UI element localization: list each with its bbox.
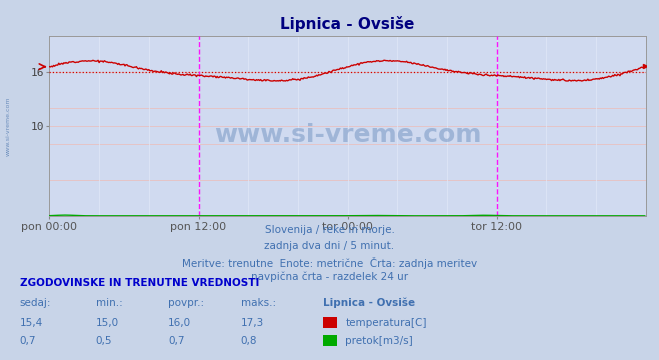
Text: 0,8: 0,8 xyxy=(241,336,257,346)
Text: 0,7: 0,7 xyxy=(168,336,185,346)
Text: 17,3: 17,3 xyxy=(241,318,264,328)
Title: Lipnica - Ovsiše: Lipnica - Ovsiše xyxy=(281,16,415,32)
Text: 15,0: 15,0 xyxy=(96,318,119,328)
Text: maks.:: maks.: xyxy=(241,298,275,308)
Text: navpična črta - razdelek 24 ur: navpična črta - razdelek 24 ur xyxy=(251,272,408,282)
Text: sedaj:: sedaj: xyxy=(20,298,51,308)
Text: Slovenija / reke in morje.: Slovenija / reke in morje. xyxy=(264,225,395,235)
Text: Lipnica - Ovsiše: Lipnica - Ovsiše xyxy=(323,297,415,308)
Text: www.si-vreme.com: www.si-vreme.com xyxy=(214,123,481,147)
Text: 0,5: 0,5 xyxy=(96,336,112,346)
Text: ZGODOVINSKE IN TRENUTNE VREDNOSTI: ZGODOVINSKE IN TRENUTNE VREDNOSTI xyxy=(20,278,259,288)
Text: pretok[m3/s]: pretok[m3/s] xyxy=(345,336,413,346)
Text: 0,7: 0,7 xyxy=(20,336,36,346)
Text: temperatura[C]: temperatura[C] xyxy=(345,318,427,328)
Text: 16,0: 16,0 xyxy=(168,318,191,328)
Text: zadnja dva dni / 5 minut.: zadnja dva dni / 5 minut. xyxy=(264,241,395,251)
Text: povpr.:: povpr.: xyxy=(168,298,204,308)
Text: min.:: min.: xyxy=(96,298,123,308)
Text: www.si-vreme.com: www.si-vreme.com xyxy=(5,96,11,156)
Text: 15,4: 15,4 xyxy=(20,318,43,328)
Text: Meritve: trenutne  Enote: metrične  Črta: zadnja meritev: Meritve: trenutne Enote: metrične Črta: … xyxy=(182,257,477,269)
